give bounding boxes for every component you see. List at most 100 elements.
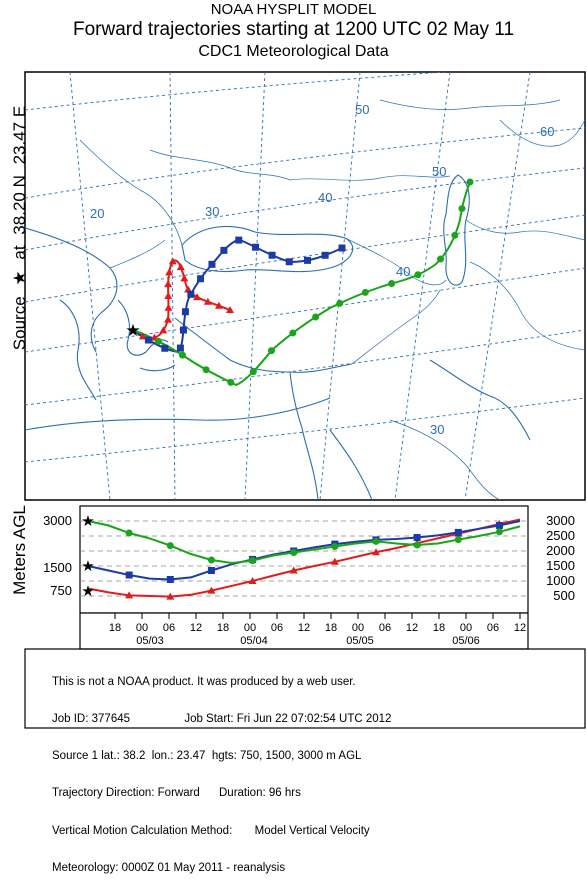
info-frame (24, 648, 586, 729)
title-meteorology: CDC1 Meteorological Data (198, 43, 389, 60)
map-point-red (203, 297, 212, 305)
map-point-blue (197, 275, 205, 283)
right-tick-2000: 2000 (546, 543, 575, 558)
altitude-point-red (330, 557, 339, 565)
altitude-point-green (454, 536, 462, 544)
map-point-blue (179, 326, 187, 334)
altitude-point-green (372, 537, 380, 545)
right-tick-1000: 1000 (546, 573, 575, 588)
map-point-green (458, 205, 466, 213)
title-model: NOAA HYSPLIT MODEL (210, 1, 377, 18)
left-tick-3000: 3000 (43, 513, 72, 528)
map-point-red (164, 291, 173, 299)
date-0504: 05/04 (240, 635, 268, 647)
altitude-series (87, 518, 521, 600)
hour-tick-label: 12 (406, 622, 418, 634)
map-panel: 20 30 40 50 60 40 50 30 ★ (24, 71, 586, 501)
map-point-blue (208, 260, 216, 268)
map-point-red (159, 326, 168, 334)
map-point-blue (220, 246, 228, 254)
date-0506: 05/06 (452, 635, 480, 647)
info-meteorology: Meteorology: 0000Z 01 May 2011 - reanaly… (52, 861, 286, 874)
map-point-green (289, 329, 297, 337)
hour-tick-label: 00 (460, 622, 472, 634)
map-point-green (202, 366, 210, 374)
info-direction: Trajectory Direction: Forward Duration: … (52, 787, 301, 800)
map-point-red (180, 274, 189, 282)
right-tick-3000: 3000 (546, 513, 575, 528)
map-point-green (267, 347, 275, 355)
map-point-red (138, 332, 147, 340)
hour-tick-label: 06 (271, 622, 283, 634)
grid-label-50-lat: 50 (432, 164, 446, 179)
altitude-point-blue (125, 571, 133, 579)
altitude-point-red (125, 591, 134, 599)
altitude-point-red (372, 548, 380, 556)
right-tick-500: 500 (553, 588, 575, 603)
altitude-point-red (248, 577, 257, 584)
map-point-red (214, 301, 223, 309)
map-point-red (226, 306, 234, 313)
hour-tick-label: 00 (352, 622, 364, 634)
star-750-icon: ★ (81, 583, 94, 600)
map-point-green (154, 337, 162, 345)
map-point-green (437, 255, 445, 263)
info-source: Source 1 lat.: 38.2 lon.: 23.47 hgts: 75… (52, 750, 362, 763)
altitude-point-green (166, 542, 174, 550)
map-point-red (176, 263, 185, 271)
hour-tick-label: 18 (109, 622, 121, 634)
grid-label-20: 20 (90, 206, 104, 221)
job-info: This is not a NOAA product. It was produ… (52, 651, 391, 887)
map-point-blue (235, 236, 243, 244)
altitude-point-green (413, 541, 421, 549)
altitude-point-green (249, 557, 257, 565)
grid-label-40: 40 (318, 190, 332, 205)
map-point-blue (338, 244, 346, 252)
map-point-blue (285, 258, 293, 266)
altitude-point-blue (454, 528, 462, 536)
altitude-source-stars: ★ ★ ★ (81, 513, 94, 600)
map-point-blue (252, 243, 260, 251)
altitude-line-2 (87, 520, 521, 565)
star-3000-icon: ★ (81, 513, 94, 530)
grid-label-30-lat: 30 (430, 422, 444, 437)
left-tick-1500: 1500 (43, 560, 72, 575)
grid-label-60: 60 (540, 124, 554, 139)
map-point-green (227, 378, 235, 386)
map-point-green (414, 271, 422, 279)
hour-tick-label: 00 (136, 622, 148, 634)
figure-canvas: 20 30 40 50 60 40 50 30 ★ (24, 71, 586, 729)
info-disclaimer: This is not a NOAA product. It was produ… (52, 675, 356, 688)
grid-label-40-lat: 40 (396, 264, 410, 279)
map-point-green (178, 351, 186, 359)
title-trajectories: Forward trajectories starting at 1200 UT… (72, 19, 515, 40)
hour-tick-label: 00 (244, 622, 256, 634)
map-point-red (165, 268, 174, 276)
altitude-line-0 (87, 518, 521, 598)
altitude-point-green (495, 528, 503, 536)
grid-label-50-top: 50 (355, 102, 369, 117)
altitude-frame (79, 505, 529, 614)
time-axis-panel: 18 00 06 12 18 00 06 12 18 00 06 12 18 00 06 12 05/03 0… (79, 612, 529, 650)
altitude-point-red (207, 586, 216, 594)
map-point-green (312, 313, 320, 321)
map-point-green (466, 178, 474, 186)
map-point-red (164, 280, 173, 288)
map-point-blue (268, 251, 276, 259)
map-point-red (193, 293, 202, 301)
hour-tick-label: 18 (325, 622, 337, 634)
right-tick-2500: 2500 (546, 528, 575, 543)
star-1500-icon: ★ (81, 558, 94, 575)
info-job: Job ID: 377645 Job Start: Fri Jun 22 07:… (52, 713, 392, 726)
date-0503: 05/03 (136, 635, 164, 647)
map-point-green (388, 280, 396, 288)
hour-tick-label: 12 (190, 622, 202, 634)
altitude-point-red (166, 592, 175, 600)
date-0505: 05/05 (346, 635, 374, 647)
info-vertical-motion: Vertical Motion Calculation Method: Mode… (52, 824, 370, 837)
map-point-red (168, 257, 177, 265)
hour-tick-label: 06 (487, 622, 499, 634)
source-star-map-icon: ★ (125, 321, 140, 340)
map-point-green (336, 299, 344, 307)
grid-label-30: 30 (205, 204, 219, 219)
